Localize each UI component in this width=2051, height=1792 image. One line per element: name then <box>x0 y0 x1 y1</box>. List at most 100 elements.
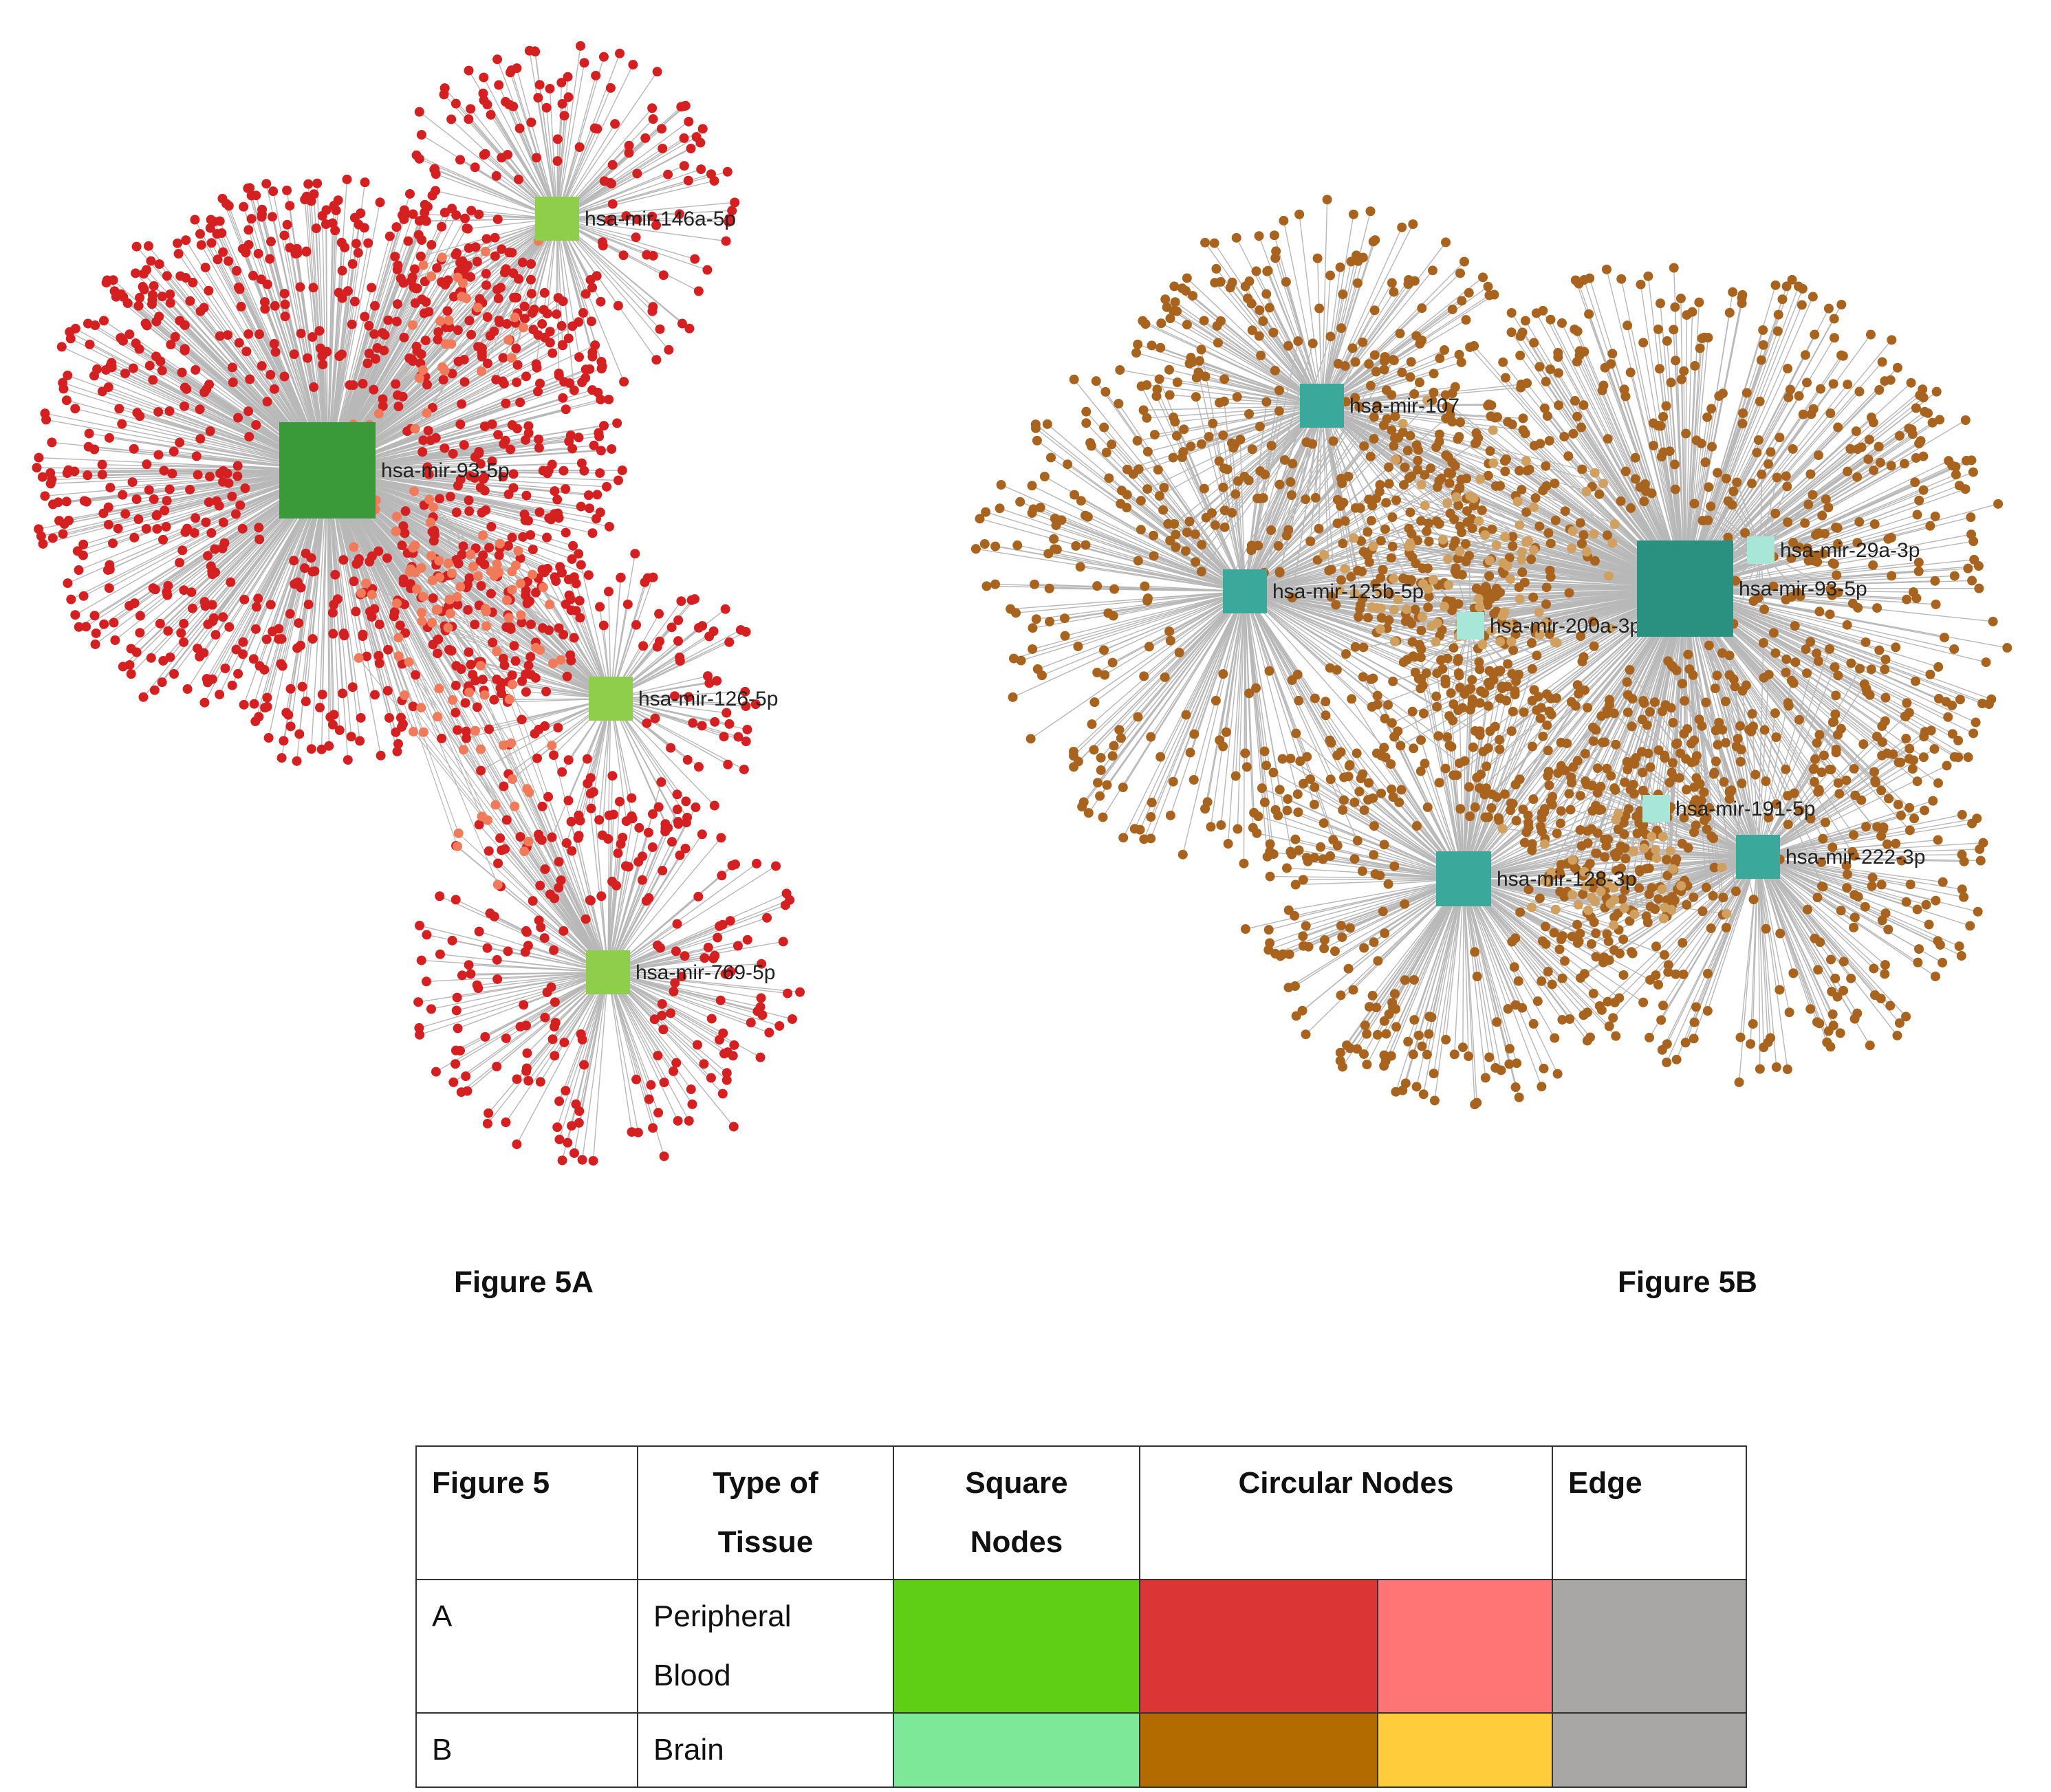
target-node <box>499 781 509 791</box>
target-node <box>408 209 418 219</box>
target-node <box>547 348 558 358</box>
target-node <box>628 60 638 70</box>
target-node <box>269 384 279 394</box>
edge <box>1160 323 1323 406</box>
target-node <box>63 515 74 525</box>
target-node <box>142 459 152 470</box>
target-node <box>582 754 592 764</box>
target-node <box>514 274 524 284</box>
mirna-hub-label: hsa-mir-93-5p <box>381 459 510 482</box>
shared-target-node <box>480 604 490 615</box>
target-node <box>622 599 633 609</box>
edge <box>1296 878 1464 1017</box>
shared-target-node <box>519 846 530 857</box>
target-node <box>444 644 455 655</box>
target-node <box>650 713 660 723</box>
target-node <box>297 681 307 692</box>
mirna-hub-node <box>279 422 376 518</box>
target-node <box>464 647 474 657</box>
target-node <box>208 616 218 626</box>
target-node <box>480 1031 490 1042</box>
target-node <box>347 259 358 269</box>
target-node <box>575 613 585 623</box>
target-node <box>495 283 506 293</box>
target-node <box>397 540 407 551</box>
target-node <box>78 591 89 601</box>
edge <box>467 972 609 1092</box>
target-node <box>127 477 138 488</box>
edge <box>355 218 558 431</box>
target-node <box>415 251 426 261</box>
target-node <box>498 353 508 363</box>
shared-target-node <box>440 339 451 349</box>
edge <box>1047 424 1246 592</box>
shared-target-node <box>506 353 517 363</box>
edge <box>578 972 609 1124</box>
target-node <box>605 177 616 188</box>
edge <box>396 516 611 699</box>
target-node <box>131 268 141 278</box>
target-node <box>719 732 729 742</box>
target-node <box>301 696 311 706</box>
target-node <box>433 634 444 644</box>
edge <box>1462 878 1464 1048</box>
edge <box>413 490 611 699</box>
target-node <box>201 517 211 527</box>
target-node <box>492 1061 502 1071</box>
target-node <box>534 833 545 843</box>
target-node <box>285 609 295 619</box>
target-node <box>613 475 623 485</box>
target-node <box>390 252 400 262</box>
edge <box>1150 591 1246 818</box>
edge <box>1277 815 1464 879</box>
hub-nodes-layer: hsa-mir-146a-5phsa-mir-93-5phsa-mir-126-… <box>279 197 778 994</box>
edge <box>1423 878 1464 1095</box>
target-node <box>232 265 242 276</box>
target-node <box>706 169 716 179</box>
target-node <box>451 1059 461 1069</box>
target-node <box>614 796 625 807</box>
target-node <box>232 471 243 481</box>
target-node <box>714 1035 724 1045</box>
target-node <box>126 669 136 679</box>
target-node <box>675 850 685 860</box>
target-node <box>574 1106 585 1116</box>
target-node <box>610 119 620 129</box>
target-node <box>239 594 250 604</box>
shared-target-node <box>409 486 419 496</box>
target-node <box>400 528 410 538</box>
target-node <box>378 394 388 404</box>
edge <box>607 863 757 973</box>
target-node <box>618 250 629 261</box>
shared-target-node <box>523 836 534 846</box>
target-node <box>482 312 492 323</box>
edge <box>1139 591 1246 830</box>
target-node <box>99 619 109 629</box>
edge <box>1212 423 1246 592</box>
shared-target-node <box>516 610 526 620</box>
edge <box>607 972 770 1034</box>
target-node <box>345 380 355 390</box>
target-node <box>276 634 287 644</box>
target-node <box>457 256 468 266</box>
target-node <box>285 243 295 253</box>
target-node <box>437 221 447 232</box>
edge <box>1434 878 1464 1101</box>
edge <box>1356 878 1464 1049</box>
edge <box>420 707 609 973</box>
target-node <box>459 440 469 450</box>
target-node <box>764 1027 774 1038</box>
target-node <box>655 636 665 646</box>
target-node <box>110 635 120 646</box>
target-node <box>236 301 246 312</box>
target-node <box>511 343 521 353</box>
edge <box>462 972 609 976</box>
edge <box>1160 591 1246 757</box>
target-node <box>612 418 622 428</box>
target-node <box>559 1037 569 1047</box>
edge <box>461 972 609 1093</box>
edges-layer <box>975 199 2008 1105</box>
target-node <box>647 809 658 819</box>
target-node <box>338 629 349 639</box>
edge <box>556 972 609 1128</box>
